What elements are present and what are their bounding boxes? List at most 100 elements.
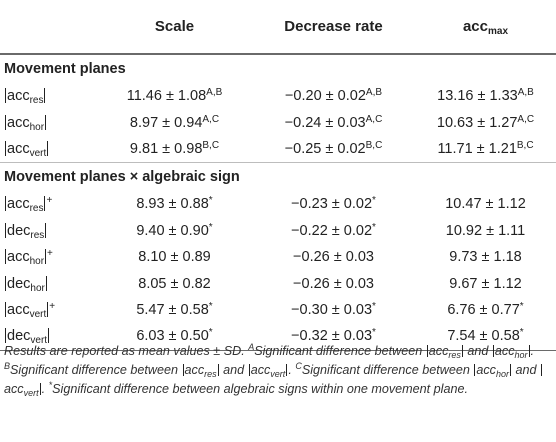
abs-bar xyxy=(45,249,47,265)
cell-superscript: B,C xyxy=(516,139,534,151)
abs-bar xyxy=(474,364,476,376)
cell-superscript: A,C xyxy=(517,113,535,125)
footnote-mark: C xyxy=(295,361,302,371)
row-label-sign: + xyxy=(46,195,53,207)
table-cell: 11.46 ± 1.08A,B xyxy=(97,83,252,109)
column-header-text: Scale xyxy=(154,18,195,35)
cell-value: 11.46 ± 1.08 xyxy=(126,88,207,105)
row-label-subscript: hor xyxy=(29,121,45,133)
cell-value: 8.93 ± 0.88 xyxy=(136,196,209,213)
table-cell: −0.32 ± 0.03* xyxy=(252,323,415,351)
cell-value: 9.73 ± 1.18 xyxy=(449,249,522,266)
abs-bar xyxy=(5,114,6,130)
term-subscript: vert xyxy=(23,388,39,398)
table-cell: 6.76 ± 0.77* xyxy=(415,297,556,323)
row-label-base: dec xyxy=(7,222,31,239)
abs-bar xyxy=(492,345,494,357)
table-cell: 9.67 ± 1.12 xyxy=(415,270,556,296)
abs-bar xyxy=(426,345,428,357)
abs-bar xyxy=(5,222,6,238)
footnote-text: Significant difference between xyxy=(10,363,179,377)
table-row: decres 9.40 ± 0.90* −0.22 ± 0.02* 10.92 ± 1… xyxy=(0,218,556,244)
footnote-text: Significant difference between xyxy=(301,363,470,377)
row-label-base: acc xyxy=(7,196,30,213)
cell-value: 5.47 ± 0.58 xyxy=(136,301,209,318)
abs-bar xyxy=(509,364,511,376)
term-subscript: res xyxy=(204,369,217,379)
cell-value: −0.25 ± 0.02 xyxy=(284,140,366,157)
row-label-base: acc xyxy=(7,140,30,157)
table-body: Movement planes accres 11.46 ± 1.08A,B −0.2… xyxy=(0,54,556,351)
cell-value: 8.05 ± 0.82 xyxy=(138,275,211,292)
cell-superscript: A,C xyxy=(202,113,220,125)
abs-bar xyxy=(5,88,6,104)
abs-bar xyxy=(44,88,46,104)
cell-value: −0.24 ± 0.03 xyxy=(284,114,366,131)
abs-bar xyxy=(461,345,463,357)
row-label-subscript: vert xyxy=(29,308,47,320)
column-header: Decrease rate xyxy=(252,0,415,55)
row-label: accres+ xyxy=(0,191,97,217)
abs-bar xyxy=(39,383,41,395)
row-label-subscript: vert xyxy=(30,335,48,347)
cell-value: 13.16 ± 1.33 xyxy=(437,88,518,105)
term-base: acc xyxy=(4,382,24,396)
cell-superscript: A,B xyxy=(365,87,383,99)
table-row: accres 11.46 ± 1.08A,B −0.20 ± 0.02A,B 13.1… xyxy=(0,83,556,109)
cell-value: 9.81 ± 0.98 xyxy=(129,140,203,157)
column-header-text: acc xyxy=(462,18,488,35)
table-cell: 8.05 ± 0.82 xyxy=(97,270,252,296)
term-subscript: vert xyxy=(270,369,286,379)
cell-value: 10.47 ± 1.12 xyxy=(445,196,526,213)
abs-bar xyxy=(182,364,184,376)
abs-bar xyxy=(47,140,49,156)
row-label: accvert xyxy=(0,136,97,163)
abs-bar xyxy=(528,345,530,357)
cell-superscript: * xyxy=(208,221,213,233)
abs-bar xyxy=(248,364,250,376)
cell-value: 6.76 ± 0.77 xyxy=(447,301,520,318)
table-cell: −0.26 ± 0.03 xyxy=(252,270,415,296)
footnote-mark: * xyxy=(48,380,53,390)
section-header-row: Movement planes xyxy=(0,54,556,83)
cell-value: 6.03 ± 0.50 xyxy=(136,328,209,345)
row-label-subscript: res xyxy=(29,203,44,215)
row-label-base: acc xyxy=(7,301,30,318)
table-cell: −0.22 ± 0.02* xyxy=(252,218,415,244)
table-row: accvert+ 5.47 ± 0.58* −0.30 ± 0.03* 6.76 ± … xyxy=(0,297,556,323)
row-label: decres xyxy=(0,218,97,244)
table-row: acchor 8.97 ± 0.94A,C −0.24 ± 0.03A,C 10.63… xyxy=(0,109,556,135)
cell-value: −0.26 ± 0.03 xyxy=(293,249,374,266)
cell-superscript: * xyxy=(372,221,376,233)
abs-bar xyxy=(45,222,47,238)
term-subscript: hor xyxy=(514,350,528,360)
term-base: acc xyxy=(250,363,271,377)
table-cell: 8.93 ± 0.88* xyxy=(97,191,252,217)
row-label-base: acc xyxy=(7,114,30,131)
footnote-conjunction: and xyxy=(515,363,537,377)
table-cell: −0.20 ± 0.02A,B xyxy=(252,83,415,109)
cell-value: 11.71 ± 1.21 xyxy=(437,140,517,157)
table-header: Scale Decrease rate accmax xyxy=(0,0,556,55)
table-cell: 5.47 ± 0.58* xyxy=(97,297,252,323)
footnote-text: Significant difference between algebraic… xyxy=(52,382,468,396)
abs-bar xyxy=(286,364,288,376)
abs-bar xyxy=(217,364,219,376)
table-cell: 13.16 ± 1.33A,B xyxy=(415,83,556,109)
footnote-text: Significant difference between xyxy=(254,344,423,358)
cell-value: 8.97 ± 0.94 xyxy=(129,114,203,131)
results-table: Scale Decrease rate accmax Movement planes… xyxy=(0,0,556,351)
table-cell: 9.40 ± 0.90* xyxy=(97,218,252,244)
cell-superscript: B,C xyxy=(365,139,383,151)
table-cell: 8.97 ± 0.94A,C xyxy=(97,109,252,135)
table-row: acchor+ 8.10 ± 0.89 −0.26 ± 0.03 9.73 ± 1.1… xyxy=(0,244,556,270)
cell-superscript: * xyxy=(372,195,376,207)
section-title: Movement planes × algebraic sign xyxy=(0,162,556,192)
cell-value: 9.67 ± 1.12 xyxy=(449,275,522,292)
table-cell: 6.03 ± 0.50* xyxy=(97,323,252,351)
section-title: Movement planes xyxy=(4,61,126,77)
abs-bar xyxy=(5,140,6,156)
cell-value: 7.54 ± 0.58 xyxy=(447,328,520,345)
cell-value: −0.32 ± 0.03 xyxy=(291,328,373,345)
